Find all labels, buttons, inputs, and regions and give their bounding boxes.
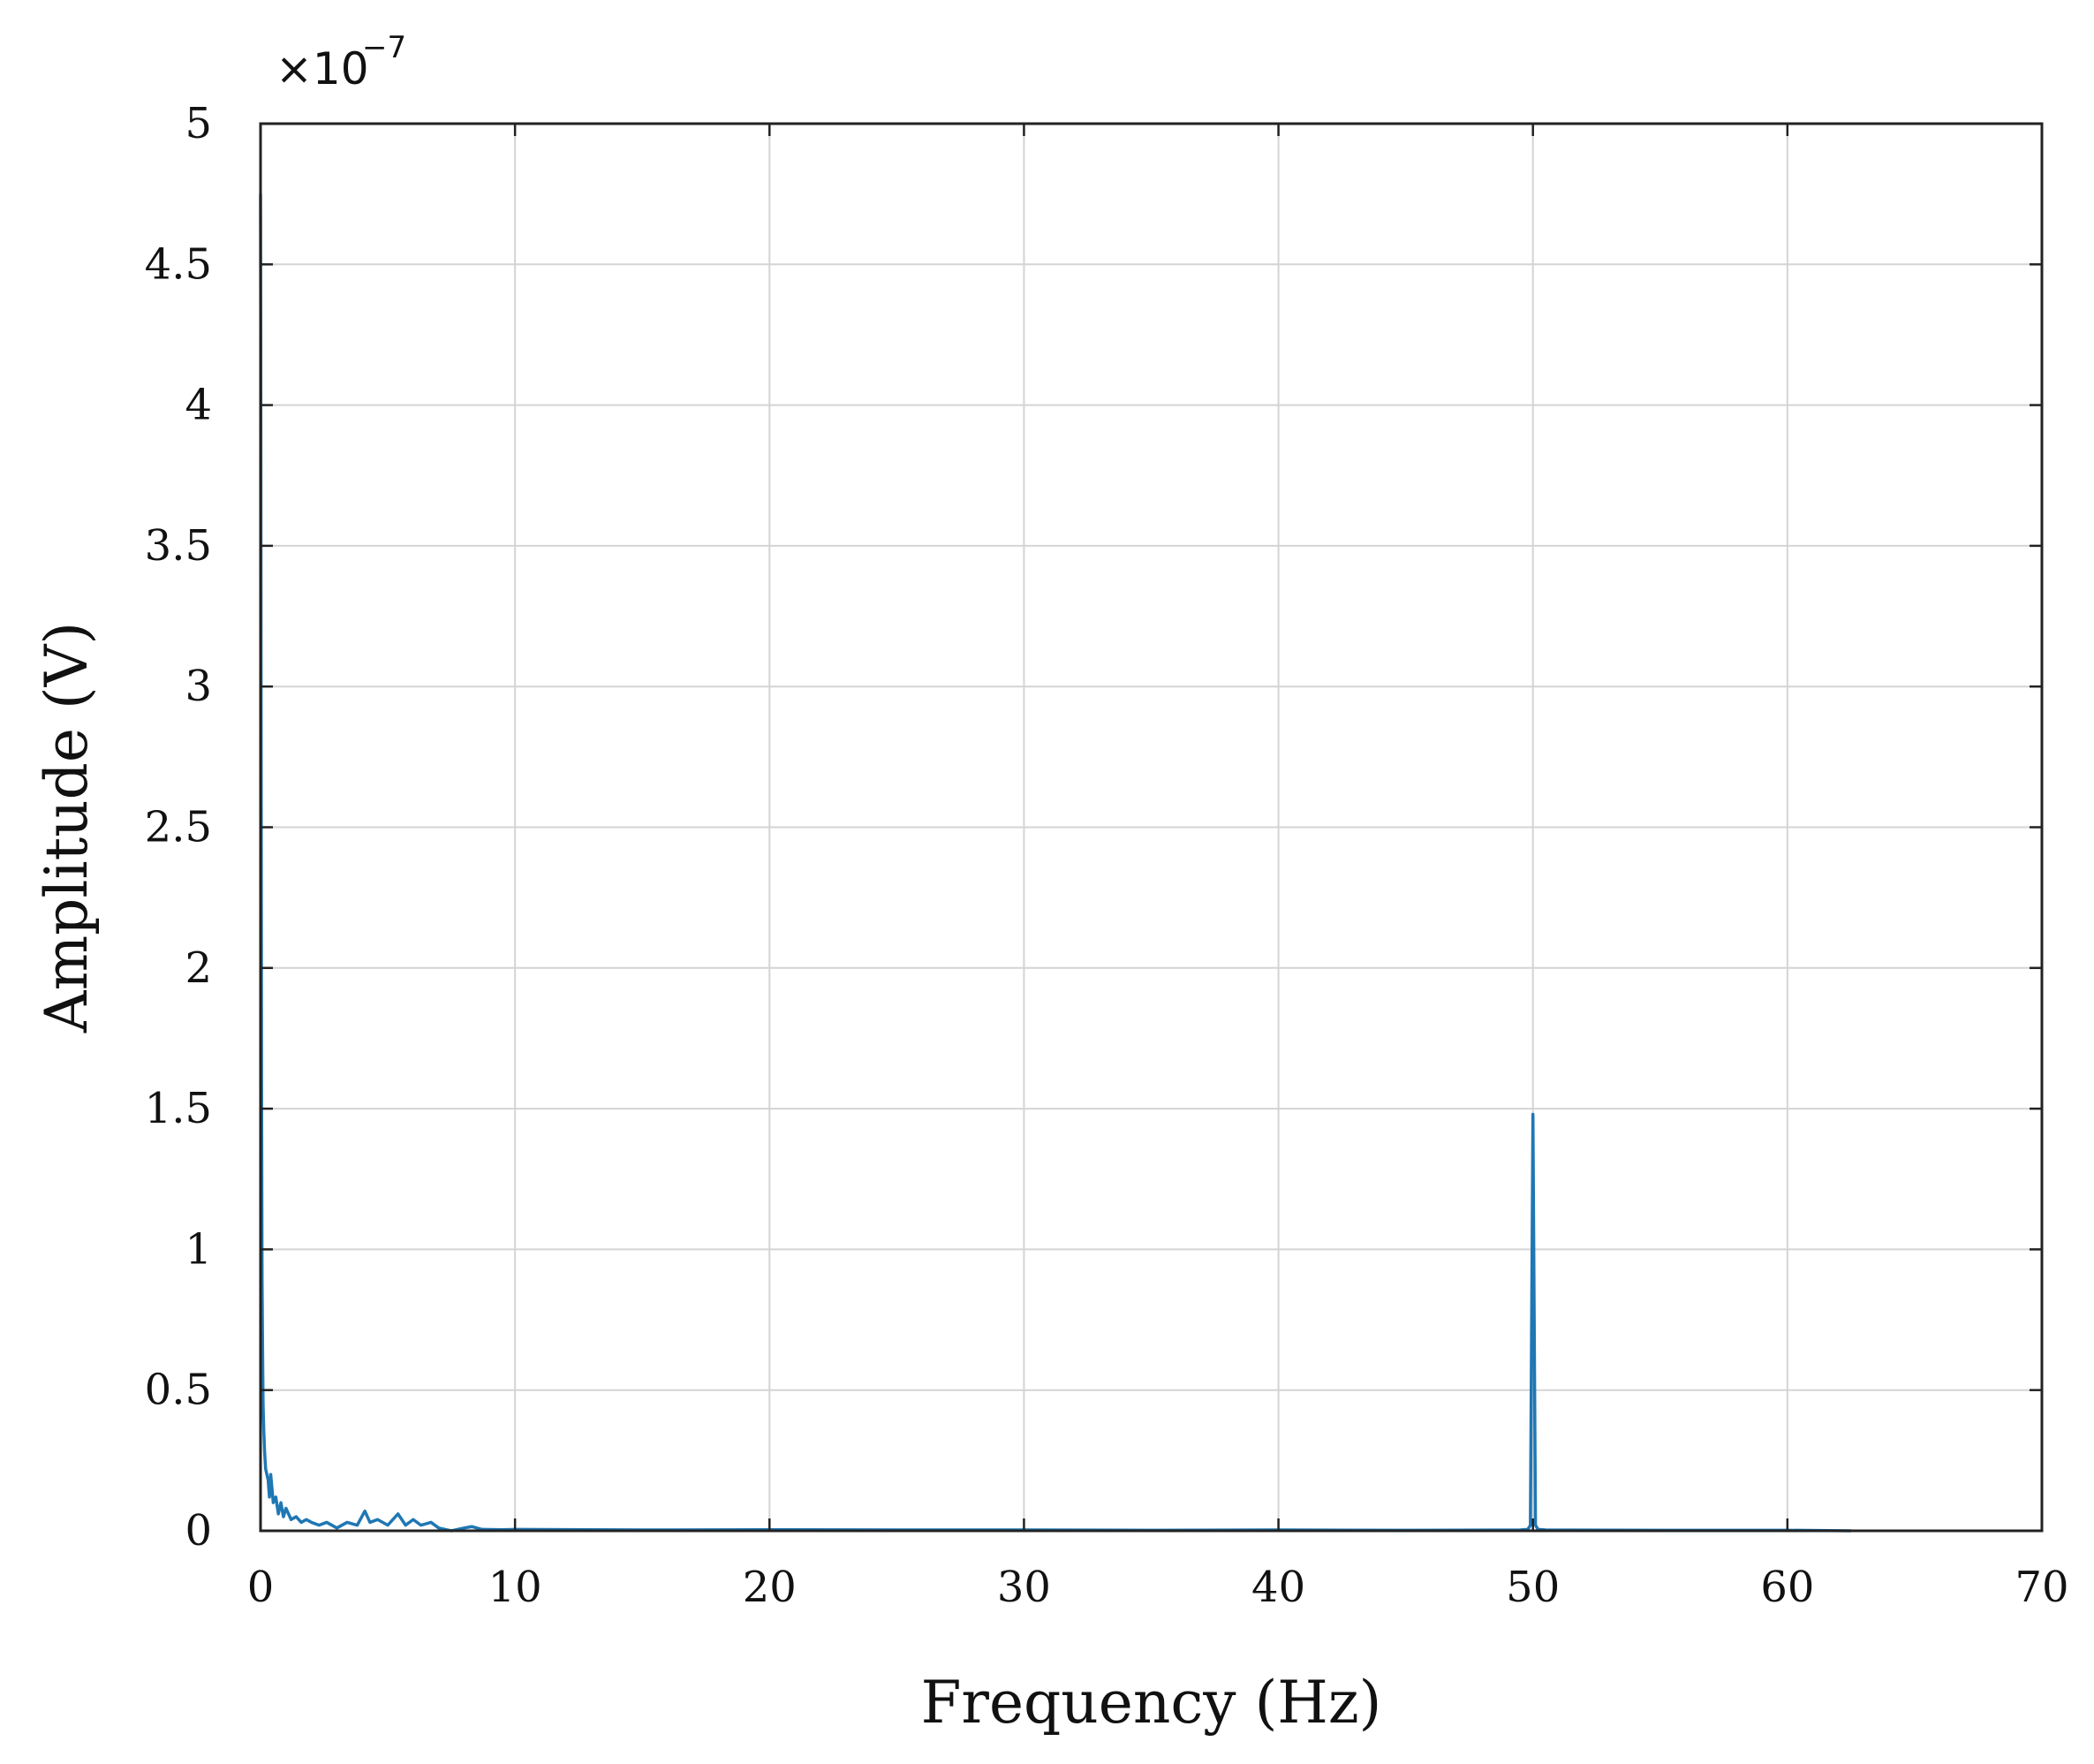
y-tick-label: 0.5 — [145, 1366, 212, 1415]
x-tick-labels: 0 10 20 30 40 50 60 70 — [247, 1563, 2069, 1612]
x-tick-label: 60 — [1760, 1563, 1814, 1612]
y-tick-label: 1.5 — [145, 1084, 212, 1133]
x-tick-label: 50 — [1506, 1563, 1560, 1612]
y-tick-label: 1 — [185, 1224, 212, 1274]
x-axis-title: Frequency (Hz) — [921, 1669, 1382, 1737]
y-tick-label: 4 — [185, 381, 212, 430]
y-tick-label: 5 — [185, 99, 212, 148]
y-axis-multiplier: ×10 −7 — [276, 30, 406, 95]
tick-marks — [259, 122, 2044, 1533]
y-tick-label: 4.5 — [145, 239, 212, 289]
series-layer — [259, 193, 1851, 1533]
y-axis-title: Amplitude (V) — [33, 622, 101, 1033]
y-tick-label: 0 — [185, 1506, 212, 1556]
x-tick-label: 70 — [2015, 1563, 2068, 1612]
y-multiplier-exponent: −7 — [362, 30, 406, 65]
y-tick-labels: 0 0.5 1 1.5 2 2.5 3 3.5 4 4.5 5 — [145, 99, 212, 1556]
x-tick-label: 20 — [743, 1563, 797, 1612]
y-tick-label: 3 — [185, 662, 212, 711]
grid-lines — [261, 124, 2042, 1531]
x-tick-label: 40 — [1251, 1563, 1305, 1612]
x-tick-label: 0 — [247, 1563, 275, 1612]
x-tick-label: 10 — [488, 1563, 542, 1612]
y-tick-label: 3.5 — [145, 521, 212, 571]
y-multiplier-base: ×10 — [276, 43, 369, 95]
y-tick-label: 2.5 — [145, 803, 212, 852]
x-tick-label: 30 — [997, 1563, 1051, 1612]
y-tick-label: 2 — [185, 943, 212, 993]
series-line — [259, 193, 1851, 1533]
